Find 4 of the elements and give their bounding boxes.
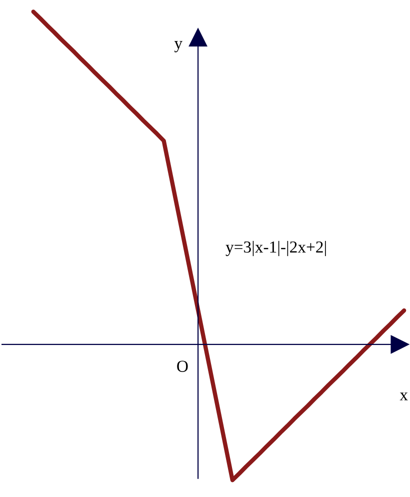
x-axis-title: x <box>400 392 408 400</box>
y-axis-title: y <box>174 41 182 52</box>
annotation: O <box>177 360 188 372</box>
annotation: y=3|x-1|-|2x+2| <box>226 240 326 256</box>
